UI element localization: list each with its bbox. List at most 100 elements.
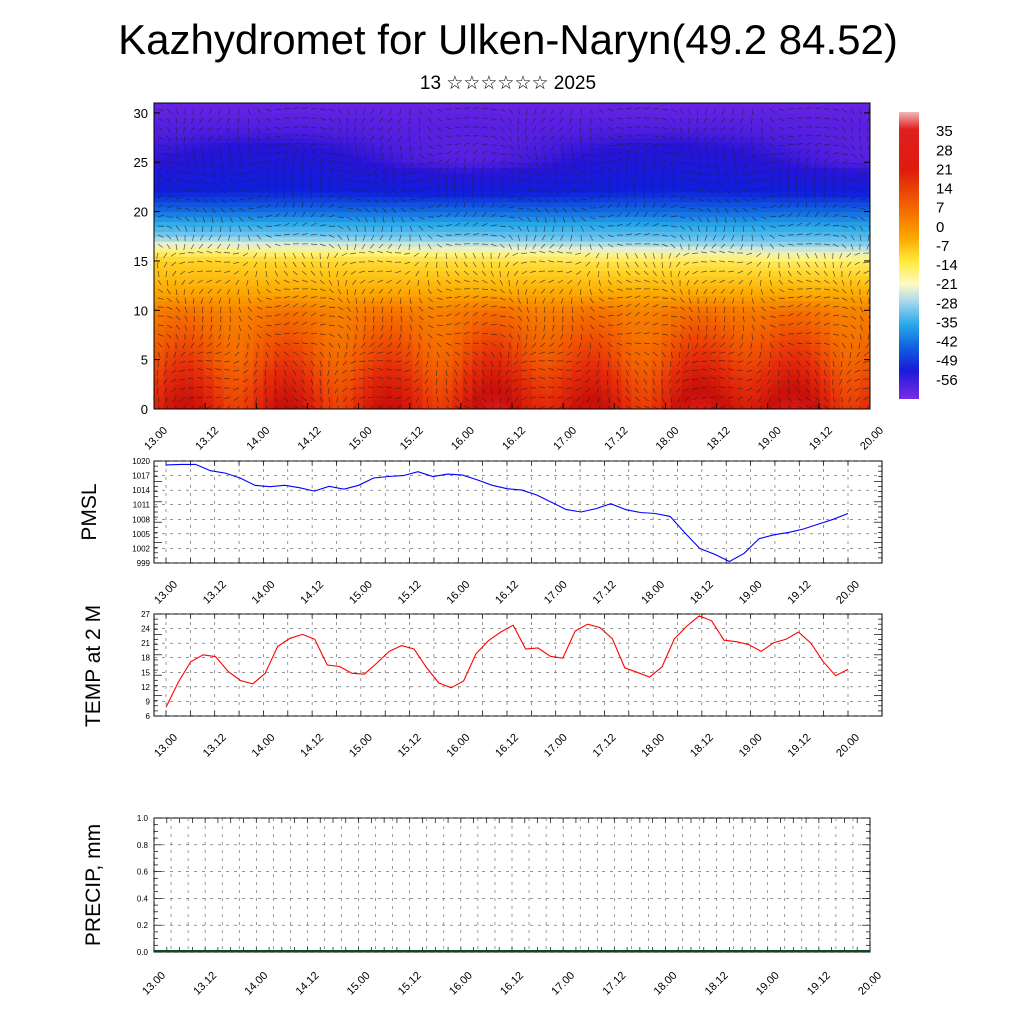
heat-cell xyxy=(800,132,811,139)
heat-cell xyxy=(571,206,583,213)
heat-cell xyxy=(402,374,414,380)
heat-cell xyxy=(412,181,424,188)
heat-cell xyxy=(213,359,225,366)
heat-cell xyxy=(661,177,672,183)
heat-cell xyxy=(154,325,165,331)
heat-cell xyxy=(462,374,473,380)
heat-cell xyxy=(392,107,404,114)
heat-cell xyxy=(720,265,732,272)
heat-cell xyxy=(193,379,205,385)
heat-cell xyxy=(740,137,752,144)
heat-cell xyxy=(223,142,235,149)
heat-cell xyxy=(203,359,215,366)
heat-cell xyxy=(303,196,314,203)
heat-cell xyxy=(601,177,613,183)
heat-cell xyxy=(293,216,304,223)
heat-cell xyxy=(800,103,811,109)
heat-cell xyxy=(442,127,453,134)
heat-cell xyxy=(442,147,453,153)
heat-cell xyxy=(502,211,513,218)
heat-cell xyxy=(422,325,434,331)
heat-cell xyxy=(551,364,563,371)
heat-cell xyxy=(710,132,722,139)
heat-cell xyxy=(631,290,642,297)
heat-cell xyxy=(333,127,344,134)
heat-cell xyxy=(661,334,672,341)
heat-cell xyxy=(422,339,434,346)
heat-cell xyxy=(263,339,274,346)
heat-cell xyxy=(541,325,553,331)
wind-vector xyxy=(265,135,272,140)
heat-cell xyxy=(691,211,702,218)
heat-cell xyxy=(492,369,503,376)
heat-cell xyxy=(571,394,583,400)
heat-cell xyxy=(163,211,175,218)
wind-vector xyxy=(679,144,685,150)
heat-cell xyxy=(502,246,513,252)
heat-cell xyxy=(263,275,274,282)
heat-cell xyxy=(342,132,354,139)
heat-cell xyxy=(213,369,225,376)
heat-cell xyxy=(710,236,722,242)
heat-cell xyxy=(502,127,513,134)
wind-vector xyxy=(175,162,182,166)
heat-cell xyxy=(482,186,493,193)
wind-vector xyxy=(760,135,764,142)
heat-cell xyxy=(591,310,603,316)
heat-cell xyxy=(502,275,513,282)
heat-cell xyxy=(223,330,235,336)
heat-cell xyxy=(392,162,404,168)
wind-vector xyxy=(643,149,649,155)
heat-cell xyxy=(213,404,225,409)
heat-cell xyxy=(183,270,195,277)
heat-cell xyxy=(223,132,235,139)
heat-cell xyxy=(581,206,593,213)
heat-cell xyxy=(392,152,404,158)
heat-cell xyxy=(830,389,841,395)
heat-cell xyxy=(661,349,672,356)
heat-cell xyxy=(173,181,185,188)
heat-cell xyxy=(263,157,274,163)
heat-cell xyxy=(591,369,603,376)
heat-cell xyxy=(412,162,424,168)
heat-cell xyxy=(770,369,782,376)
heat-cell xyxy=(860,172,870,178)
heat-cell xyxy=(293,162,304,168)
heat-cell xyxy=(641,196,652,203)
heat-cell xyxy=(313,181,324,188)
heat-cell xyxy=(452,310,463,316)
heat-cell xyxy=(710,339,722,346)
heat-cell xyxy=(621,394,632,400)
heat-cell xyxy=(571,339,583,346)
heat-cell xyxy=(750,236,762,242)
heat-cell xyxy=(203,330,215,336)
heat-cell xyxy=(163,221,175,227)
heat-cell xyxy=(333,236,344,242)
heat-cell xyxy=(700,359,712,366)
heat-cell xyxy=(521,162,533,168)
heat-cell xyxy=(820,157,831,163)
wind-vector xyxy=(679,153,686,158)
heat-cell xyxy=(372,137,384,144)
heat-cell xyxy=(780,196,792,203)
heat-cell xyxy=(681,137,692,144)
heat-cell xyxy=(521,315,533,321)
heat-cell xyxy=(392,137,404,144)
heat-cell xyxy=(382,201,394,208)
heat-cell xyxy=(452,147,463,153)
heat-cell xyxy=(412,186,424,193)
heat-cell xyxy=(492,315,503,321)
heat-cell xyxy=(521,246,533,252)
heat-cell xyxy=(760,206,772,213)
wind-vector xyxy=(380,144,384,151)
heat-cell xyxy=(303,226,314,232)
heat-cell xyxy=(512,404,523,409)
heat-cell xyxy=(700,320,712,326)
heat-cell xyxy=(770,226,782,232)
heat-cell xyxy=(730,379,742,385)
heat-cell xyxy=(641,359,652,366)
heat-cell xyxy=(810,275,821,282)
heat-cell xyxy=(561,221,573,227)
wind-vector xyxy=(328,160,335,164)
wind-vector xyxy=(589,108,594,115)
